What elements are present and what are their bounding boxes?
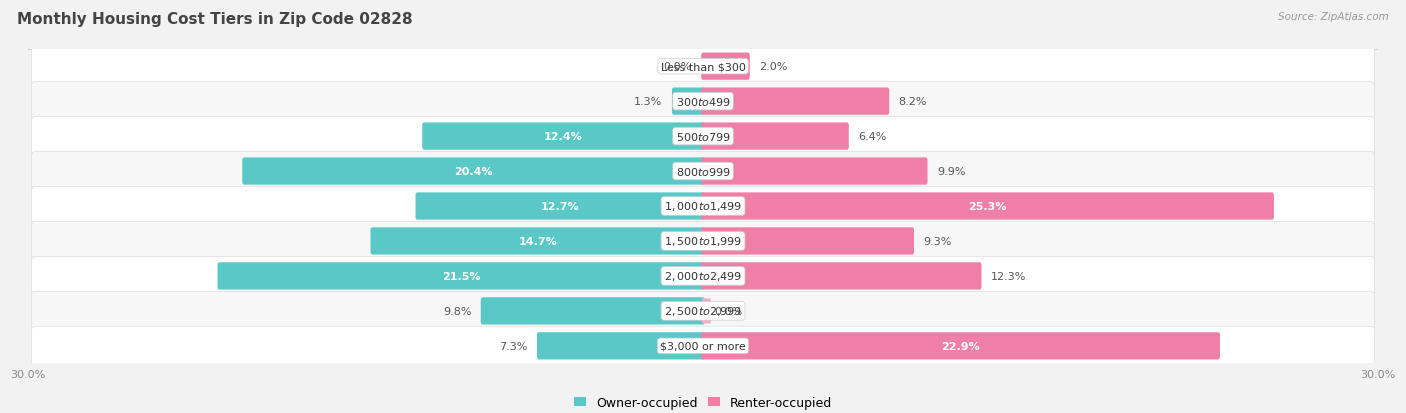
Text: 9.9%: 9.9% [936, 166, 966, 177]
FancyBboxPatch shape [371, 228, 704, 255]
Text: 8.2%: 8.2% [898, 97, 927, 107]
Text: 9.3%: 9.3% [924, 236, 952, 247]
FancyBboxPatch shape [31, 326, 1375, 366]
FancyBboxPatch shape [537, 332, 704, 360]
Text: 12.3%: 12.3% [991, 271, 1026, 281]
FancyBboxPatch shape [31, 47, 1375, 87]
Text: 12.7%: 12.7% [541, 202, 579, 211]
FancyBboxPatch shape [31, 257, 1375, 296]
FancyBboxPatch shape [31, 82, 1375, 121]
FancyBboxPatch shape [702, 158, 928, 185]
FancyBboxPatch shape [31, 292, 1375, 331]
Text: 2.0%: 2.0% [759, 62, 787, 72]
Text: $1,000 to $1,499: $1,000 to $1,499 [664, 200, 742, 213]
Text: Monthly Housing Cost Tiers in Zip Code 02828: Monthly Housing Cost Tiers in Zip Code 0… [17, 12, 412, 27]
Text: 9.8%: 9.8% [443, 306, 471, 316]
Legend: Owner-occupied, Renter-occupied: Owner-occupied, Renter-occupied [568, 391, 838, 413]
Text: 25.3%: 25.3% [969, 202, 1007, 211]
Text: 0.0%: 0.0% [714, 306, 742, 316]
Text: 12.4%: 12.4% [544, 132, 583, 142]
Text: $500 to $799: $500 to $799 [675, 131, 731, 143]
Text: 20.4%: 20.4% [454, 166, 494, 177]
Text: $800 to $999: $800 to $999 [675, 166, 731, 178]
FancyBboxPatch shape [422, 123, 704, 150]
FancyBboxPatch shape [218, 263, 704, 290]
Text: Less than $300: Less than $300 [661, 62, 745, 72]
Text: $1,500 to $1,999: $1,500 to $1,999 [664, 235, 742, 248]
FancyBboxPatch shape [702, 299, 711, 324]
FancyBboxPatch shape [416, 193, 704, 220]
FancyBboxPatch shape [702, 193, 1274, 220]
Text: 0.0%: 0.0% [664, 62, 692, 72]
FancyBboxPatch shape [702, 123, 849, 150]
Text: $2,000 to $2,499: $2,000 to $2,499 [664, 270, 742, 283]
FancyBboxPatch shape [702, 332, 1220, 360]
FancyBboxPatch shape [31, 187, 1375, 226]
FancyBboxPatch shape [702, 88, 889, 116]
Text: 22.9%: 22.9% [941, 341, 980, 351]
Text: 1.3%: 1.3% [634, 97, 662, 107]
Text: Source: ZipAtlas.com: Source: ZipAtlas.com [1278, 12, 1389, 22]
Text: $2,500 to $2,999: $2,500 to $2,999 [664, 305, 742, 318]
FancyBboxPatch shape [672, 88, 704, 116]
Text: 6.4%: 6.4% [858, 132, 887, 142]
Text: $3,000 or more: $3,000 or more [661, 341, 745, 351]
FancyBboxPatch shape [31, 152, 1375, 191]
FancyBboxPatch shape [702, 53, 749, 81]
FancyBboxPatch shape [702, 263, 981, 290]
FancyBboxPatch shape [702, 228, 914, 255]
Text: 14.7%: 14.7% [519, 236, 557, 247]
Text: 21.5%: 21.5% [441, 271, 481, 281]
FancyBboxPatch shape [481, 297, 704, 325]
Text: 7.3%: 7.3% [499, 341, 527, 351]
FancyBboxPatch shape [31, 222, 1375, 261]
FancyBboxPatch shape [242, 158, 704, 185]
Text: $300 to $499: $300 to $499 [675, 96, 731, 108]
FancyBboxPatch shape [31, 117, 1375, 156]
